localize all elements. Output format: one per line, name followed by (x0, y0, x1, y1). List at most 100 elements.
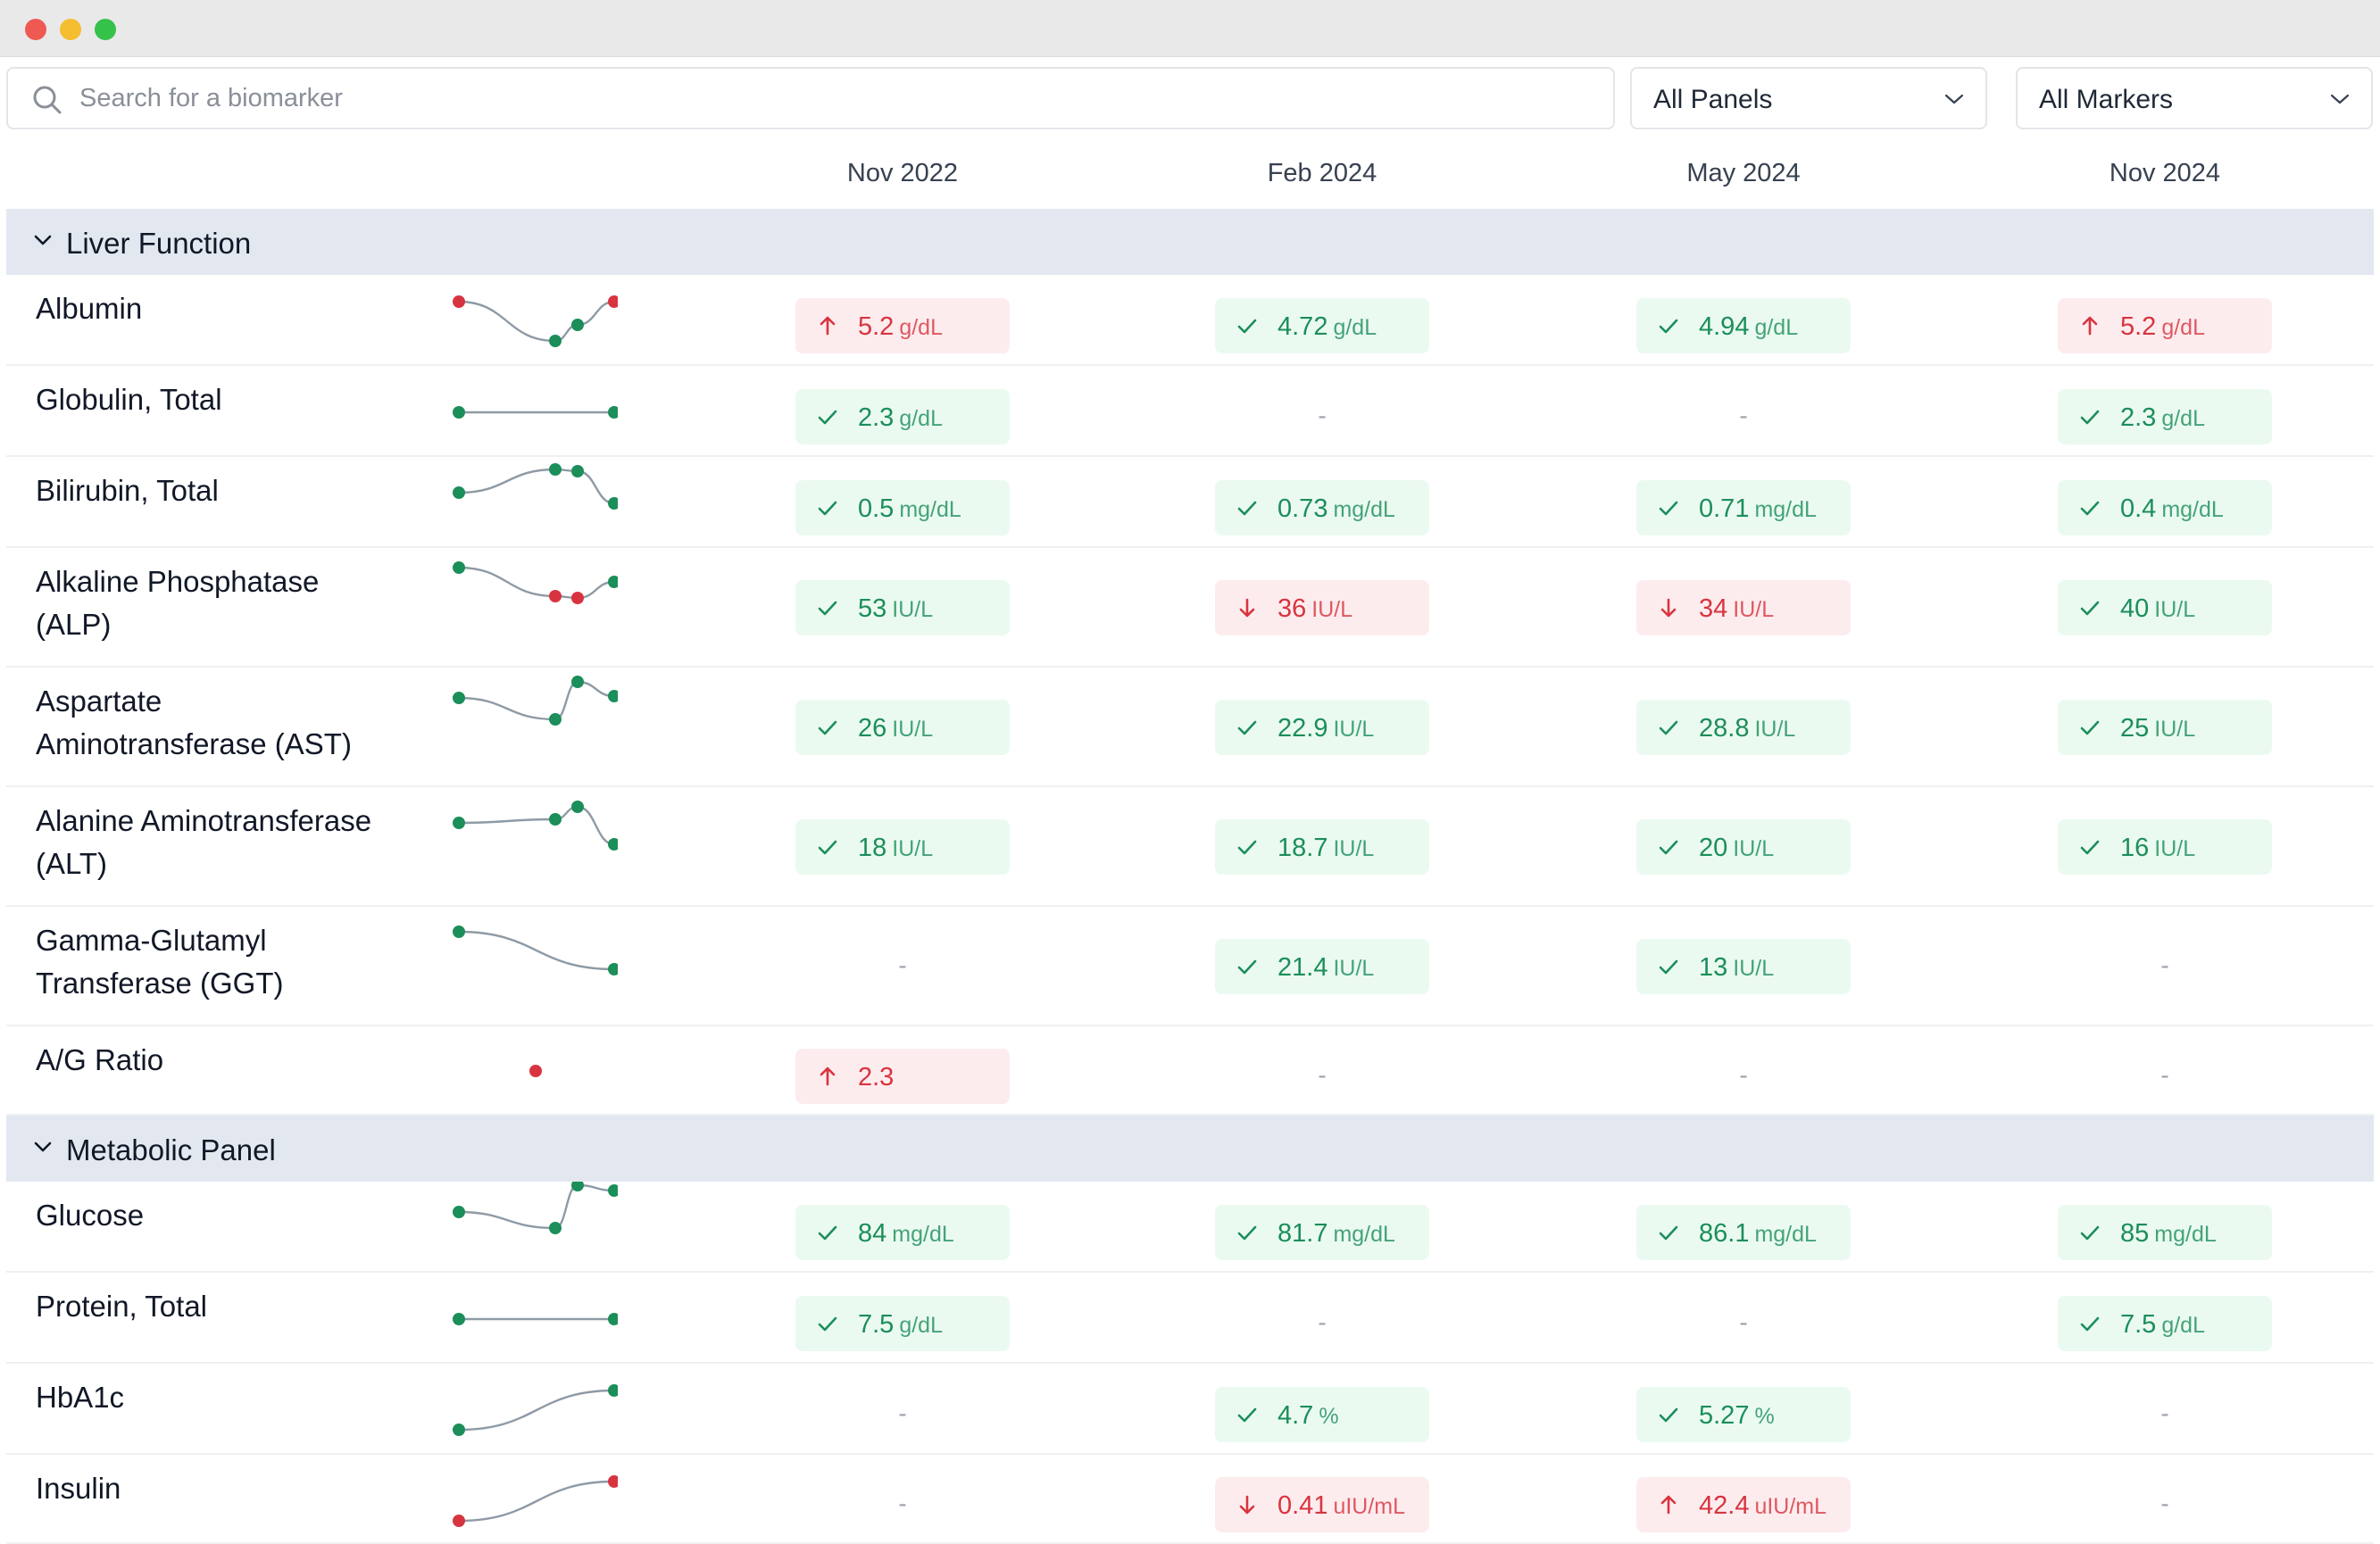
trend-sparkline (453, 1313, 618, 1325)
biomarker-row[interactable]: HbA1c - 4.7% 5.27% - (6, 1364, 2374, 1455)
sparkline-point (453, 1313, 465, 1325)
sparkline-path (458, 680, 615, 721)
result-cell[interactable]: 28.8 IU/L (1636, 700, 1851, 755)
sparkline-point (453, 1206, 465, 1218)
check-icon (1659, 319, 1678, 334)
result-value: 0.41 uIU/mL (1277, 1491, 1406, 1520)
check-icon (1237, 840, 1257, 855)
section-header[interactable]: Liver Function (6, 209, 2374, 275)
biomarker-row[interactable]: Alanine Aminotransferase (ALT) 18 IU/L 18.7 I… (6, 787, 2374, 907)
markers-filter-select[interactable]: All Markers (2016, 67, 2373, 129)
result-cell[interactable]: 21.4 IU/L (1215, 939, 1429, 994)
sparkline-point (453, 1515, 465, 1527)
result-cell[interactable]: 18.7 IU/L (1215, 819, 1429, 875)
close-window-button[interactable] (25, 19, 46, 40)
trend-sparkline (453, 926, 618, 975)
result-cell[interactable]: 5.2 g/dL (795, 298, 1010, 353)
sparkline-path (458, 805, 615, 846)
result-value: 2.3 g/dL (2120, 403, 2205, 432)
result-cell[interactable]: 18 IU/L (795, 819, 1010, 875)
result-cell[interactable]: 4.7% (1215, 1387, 1429, 1442)
result-value: 81.7 mg/dL (1277, 1219, 1395, 1248)
result-value: 13 IU/L (1699, 953, 1775, 982)
panels-filter-select[interactable]: All Panels (1630, 67, 1987, 129)
search-input[interactable] (79, 78, 1597, 119)
result-cell[interactable]: 2.3 g/dL (795, 389, 1010, 444)
panels-filter-label: All Panels (1653, 85, 1773, 114)
result-cell[interactable]: 85 mg/dL (2058, 1205, 2272, 1260)
result-unit: g/dL (2161, 315, 2205, 340)
sparkline-point (549, 590, 562, 602)
check-icon (2080, 720, 2100, 735)
minimize-window-button[interactable] (60, 19, 81, 40)
biomarker-row[interactable]: Insulin - 0.41 uIU/mL 42.4 uIU/mL - (6, 1455, 2374, 1544)
result-cell[interactable]: 0.73 mg/dL (1215, 480, 1429, 535)
biomarker-name: Globulin, Total (36, 383, 222, 416)
result-cell[interactable]: 34 IU/L (1636, 580, 1851, 635)
arrow-up-icon (820, 316, 836, 336)
result-cell[interactable]: 5.27% (1636, 1387, 1851, 1442)
check-icon (818, 1316, 837, 1332)
result-cell[interactable]: 13 IU/L (1636, 939, 1851, 994)
result-cell[interactable]: 7.5 g/dL (795, 1296, 1010, 1351)
result-cell[interactable]: 7.5 g/dL (2058, 1296, 2272, 1351)
result-cell[interactable]: 0.5 mg/dL (795, 480, 1010, 535)
sparkline-point (453, 926, 465, 938)
result-cell[interactable]: 26 IU/L (795, 700, 1010, 755)
result-unit: IU/L (892, 836, 934, 861)
sparkline-point (608, 1475, 618, 1488)
result-cell[interactable]: 5.2 g/dL (2058, 298, 2272, 353)
column-header-date: Nov 2022 (846, 159, 959, 187)
biomarker-row[interactable]: Protein, Total 7.5 g/dL - - 7.5 g/dL (6, 1273, 2374, 1364)
sparkline-path (458, 930, 615, 971)
result-value: 21.4 IU/L (1277, 953, 1375, 982)
result-cell[interactable]: 36 IU/L (1215, 580, 1429, 635)
result-unit: mg/dL (1333, 497, 1395, 522)
result-value: 0.5 mg/dL (858, 494, 961, 523)
result-cell[interactable]: 84 mg/dL (795, 1205, 1010, 1260)
sparkline-point (453, 692, 465, 704)
biomarker-row[interactable]: Globulin, Total 2.3 g/dL - - 2.3 g/dL (6, 366, 2374, 457)
trend-sparkline (529, 1065, 542, 1077)
result-cell[interactable]: 2.3 g/dL (2058, 389, 2272, 444)
check-icon (2080, 840, 2100, 855)
result-cell[interactable]: 42.4 uIU/mL (1636, 1477, 1851, 1532)
result-cell[interactable]: 22.9 IU/L (1215, 700, 1429, 755)
biomarker-row[interactable]: Gamma-Glutamyl Transferase (GGT) - 21.4 IU/L… (6, 907, 2374, 1026)
result-cell[interactable]: 25 IU/L (2058, 700, 2272, 755)
result-cell[interactable]: 81.7 mg/dL (1215, 1205, 1429, 1260)
biomarker-row[interactable]: Aspartate Aminotransferase (AST) 26 IU/L 22.… (6, 668, 2374, 787)
biomarker-row[interactable]: Albumin 5.2 g/dL 4.72 g/dL 4.94 g/dL 5.2 g/dL (6, 275, 2374, 366)
biomarker-name: Alkaline Phosphatase (ALP) (36, 565, 320, 641)
maximize-window-button[interactable] (95, 19, 116, 40)
result-cell[interactable]: 4.94 g/dL (1636, 298, 1851, 353)
sparkline-point (608, 406, 618, 419)
result-cell[interactable]: 20 IU/L (1636, 819, 1851, 875)
result-unit: IU/L (1733, 597, 1775, 622)
result-cell[interactable]: 53 IU/L (795, 580, 1010, 635)
sparkline-point (608, 1313, 618, 1325)
result-value: 84 mg/dL (858, 1219, 954, 1248)
result-cell[interactable]: 0.41 uIU/mL (1215, 1477, 1429, 1532)
biomarker-row[interactable]: Glucose 84 mg/dL 81.7 mg/dL 86.1 mg/dL 85 mg/dL (6, 1182, 2374, 1273)
biomarker-row[interactable]: Alkaline Phosphatase (ALP) 53 IU/L 36 IU/L 34 I… (6, 548, 2374, 668)
sparkline-point (453, 406, 465, 419)
result-cell[interactable]: 4.72 g/dL (1215, 298, 1429, 353)
sparkline-point (608, 1384, 618, 1397)
search-box[interactable] (6, 67, 1615, 129)
result-unit: mg/dL (1754, 497, 1817, 522)
check-icon (1237, 319, 1257, 334)
biomarker-row[interactable]: A/G Ratio 2.3 - - - (6, 1026, 2374, 1116)
result-cell[interactable]: 2.3 (795, 1049, 1010, 1104)
section-header[interactable]: Metabolic Panel (6, 1116, 2374, 1182)
biomarker-row[interactable]: Bilirubin, Total 0.5 mg/dL 0.73 mg/dL 0.71 mg/… (6, 457, 2374, 548)
check-icon (818, 601, 837, 616)
result-cell[interactable]: 0.4 mg/dL (2058, 480, 2272, 535)
result-cell[interactable]: 40 IU/L (2058, 580, 2272, 635)
result-value: 85 mg/dL (2120, 1219, 2217, 1248)
result-cell[interactable]: 86.1 mg/dL (1636, 1205, 1851, 1260)
result-value: 18.7 IU/L (1277, 834, 1375, 862)
result-cell[interactable]: 0.71 mg/dL (1636, 480, 1851, 535)
result-value: 53 IU/L (858, 594, 934, 623)
result-cell[interactable]: 16 IU/L (2058, 819, 2272, 875)
